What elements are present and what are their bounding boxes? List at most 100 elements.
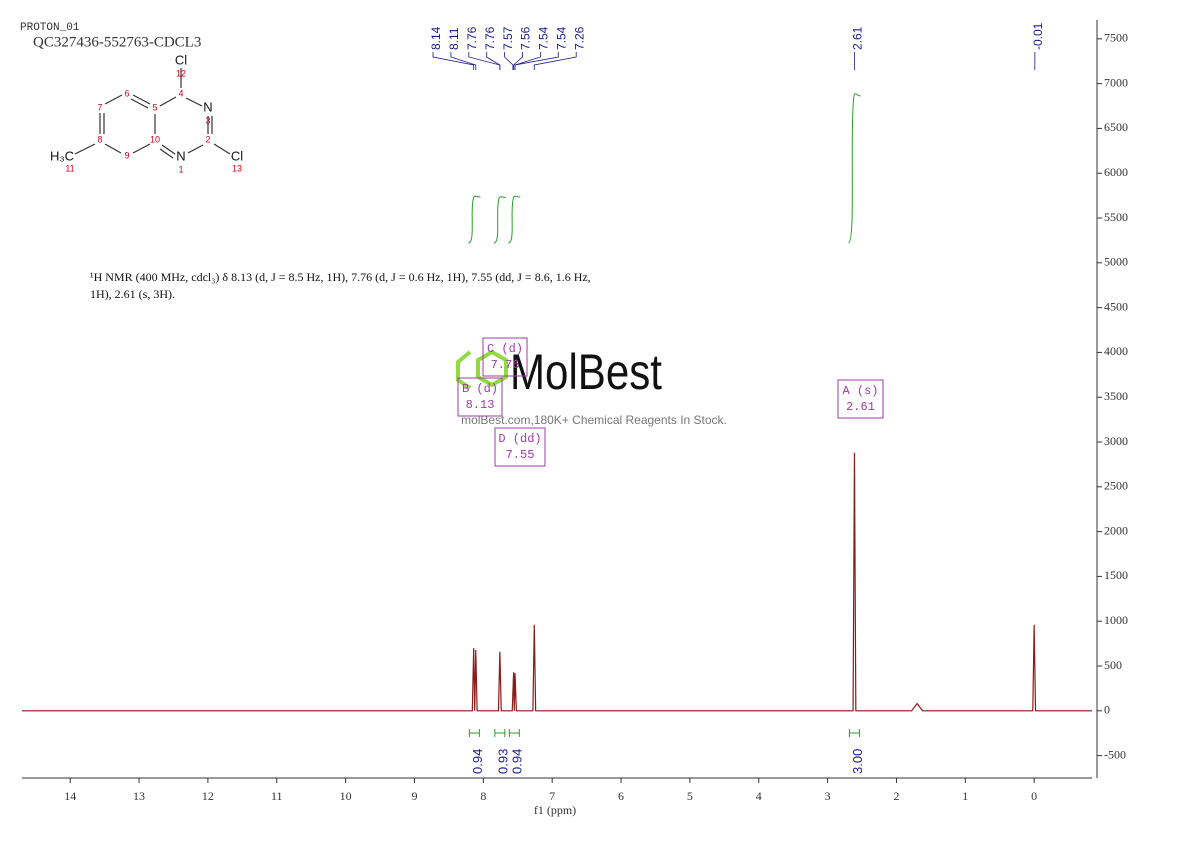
peak-label: 2.61: [851, 26, 865, 50]
x-tick-label: 7: [549, 789, 555, 803]
x-tick-label: 3: [825, 789, 831, 803]
watermark-brand: MolBest: [510, 344, 662, 400]
experiment-name: PROTON_01: [20, 22, 80, 34]
integral-curve: [468, 195, 481, 244]
x-tick-label: 1: [962, 789, 968, 803]
integral-bracket: [508, 729, 520, 737]
atom-number: 10: [150, 134, 160, 144]
atom-number: 11: [65, 163, 74, 173]
y-tick-label: 7500: [1104, 31, 1128, 45]
peak-label: 8.11: [447, 27, 461, 50]
atom-number: 7: [97, 102, 102, 112]
integral-label: 0.94: [510, 749, 525, 774]
atom-number: 6: [124, 88, 129, 98]
peak-connector: [432, 52, 475, 70]
peak-label: 7.76: [465, 26, 479, 50]
peak-label: -0.01: [1031, 22, 1045, 50]
multiplet-label: B (d): [462, 382, 498, 396]
x-tick-label: 5: [687, 789, 693, 803]
x-tick-label: 14: [64, 789, 76, 803]
multiplet-box: [494, 427, 546, 467]
y-tick-label: 3500: [1104, 389, 1128, 403]
x-tick-label: 4: [756, 789, 762, 803]
integral-label: 0.94: [470, 749, 485, 774]
peak-connector: [514, 52, 559, 70]
peak-label: 7.26: [572, 26, 586, 50]
peak-label: 7.57: [501, 26, 515, 50]
peak-connector: [513, 52, 523, 70]
y-tick-label: 7000: [1104, 75, 1128, 89]
x-tick-label: 13: [133, 789, 145, 803]
peak-connector: [450, 52, 477, 70]
atom-number: 4: [178, 88, 183, 98]
x-tick-label: 6: [618, 789, 624, 803]
multiplet-box: [482, 337, 528, 377]
multiplet-label: A (s): [842, 384, 878, 398]
peak-label: 7.76: [483, 26, 497, 50]
peak-label: 7.54: [537, 26, 551, 50]
integral-curve: [508, 195, 521, 244]
multiplet-box: [837, 379, 884, 419]
y-tick-label: 5000: [1104, 255, 1128, 269]
multiplet-shift: 7.76: [491, 358, 520, 372]
multiplet-label: C (d): [487, 342, 523, 356]
watermark-tagline: molBest.com,180K+ Chemical Reagents In S…: [461, 413, 727, 427]
x-tick-label: 2: [893, 789, 899, 803]
atom-number: 1: [178, 164, 183, 174]
atom-symbol: Cl: [175, 52, 187, 67]
atom-number: 9: [124, 150, 129, 160]
y-tick-label: 2000: [1104, 523, 1128, 537]
description-line: ¹H NMR (400 MHz, cdcl₃) δ 8.13 (d, J = 8…: [90, 270, 591, 284]
atom-symbol: Cl: [231, 148, 243, 163]
y-tick-label: 2500: [1104, 479, 1128, 493]
peak-label: 7.54: [554, 26, 568, 50]
peak-connector: [533, 52, 577, 70]
integral-label: 0.93: [495, 749, 510, 774]
atom-number: 12: [176, 68, 186, 78]
atom-number: 13: [232, 163, 242, 173]
description-line: 1H), 2.61 (s, 3H).: [90, 287, 175, 301]
multiplet-shift: 8.13: [466, 398, 495, 412]
integral-bracket: [848, 729, 860, 737]
y-tick-label: 4000: [1104, 344, 1128, 358]
x-tick-label: 0: [1031, 789, 1037, 803]
y-tick-label: -500: [1104, 747, 1126, 761]
y-tick-label: 1000: [1104, 613, 1128, 627]
y-tick-label: 5500: [1104, 210, 1128, 224]
x-tick-label: 9: [411, 789, 417, 803]
peak-label: 8.14: [429, 26, 443, 50]
integral-curve: [493, 196, 506, 244]
x-tick-label: 8: [480, 789, 486, 803]
atom-symbol: N: [176, 148, 185, 163]
integral-bracket: [494, 729, 506, 737]
sample-name: QC327436-552763-CDCL3: [33, 34, 201, 50]
atom-number: 3: [205, 115, 210, 125]
watermark-logo: [456, 349, 508, 390]
integral-label: 3.00: [850, 749, 865, 774]
multiplet-label: D (dd): [498, 432, 541, 446]
atom-number: 5: [152, 102, 157, 112]
multiplet-box: [457, 377, 503, 417]
x-tick-label: 10: [340, 789, 352, 803]
x-tick-label: 12: [202, 789, 214, 803]
y-tick-label: 3000: [1104, 434, 1128, 448]
atom-number: 8: [97, 134, 102, 144]
atom-number: 2: [205, 134, 210, 144]
spectrum-line: [22, 452, 1092, 712]
peak-connector: [486, 52, 501, 70]
atom-symbol: H₃C: [50, 148, 74, 163]
multiplet-shift: 7.55: [506, 448, 535, 462]
x-axis-label: f1 (ppm): [534, 803, 576, 817]
multiplet-shift: 2.61: [846, 400, 875, 414]
y-tick-label: 0: [1104, 703, 1110, 717]
peak-connector: [504, 52, 514, 70]
y-tick-label: 500: [1104, 658, 1122, 672]
integral-curve: [847, 93, 861, 244]
atom-symbol: N: [203, 99, 212, 114]
x-tick-label: 11: [271, 789, 283, 803]
y-tick-label: 4500: [1104, 299, 1128, 313]
integral-bracket: [468, 729, 480, 737]
y-tick-label: 6500: [1104, 120, 1128, 134]
